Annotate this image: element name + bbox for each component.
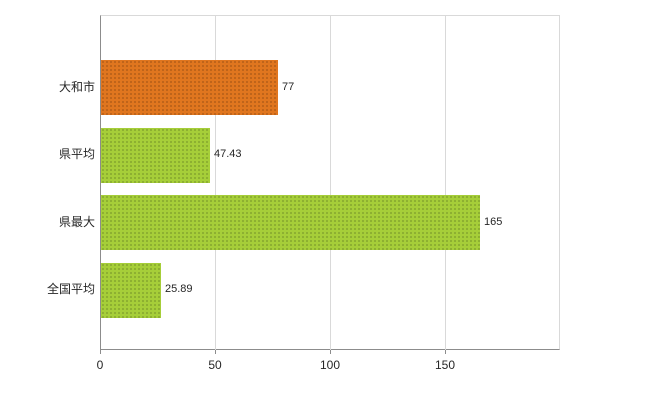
x-axis-tick-label: 0 — [96, 358, 104, 372]
value-label: 47.43 — [214, 148, 242, 160]
category-label: 県平均 — [58, 147, 95, 161]
bar-全国平均 — [101, 263, 161, 318]
x-axis-tick-mark — [100, 350, 101, 354]
gridline — [445, 15, 446, 350]
bar-県平均 — [101, 128, 210, 183]
x-axis-tick-label: 150 — [434, 358, 456, 372]
category-label: 大和市 — [58, 80, 95, 94]
value-label: 25.89 — [165, 283, 193, 295]
bar-県最大 — [101, 195, 480, 250]
category-label: 県最大 — [58, 215, 95, 229]
gridline — [215, 15, 216, 350]
value-label: 165 — [484, 216, 503, 228]
gridline — [330, 15, 331, 350]
x-axis-tick-label: 50 — [208, 358, 222, 372]
x-axis-tick-mark — [445, 350, 446, 354]
category-label: 全国平均 — [46, 282, 95, 296]
x-axis-tick-mark — [215, 350, 216, 354]
x-axis-tick-label: 100 — [319, 358, 341, 372]
x-axis-tick-mark — [330, 350, 331, 354]
bar-大和市 — [101, 60, 278, 115]
value-label: 77 — [282, 81, 295, 93]
